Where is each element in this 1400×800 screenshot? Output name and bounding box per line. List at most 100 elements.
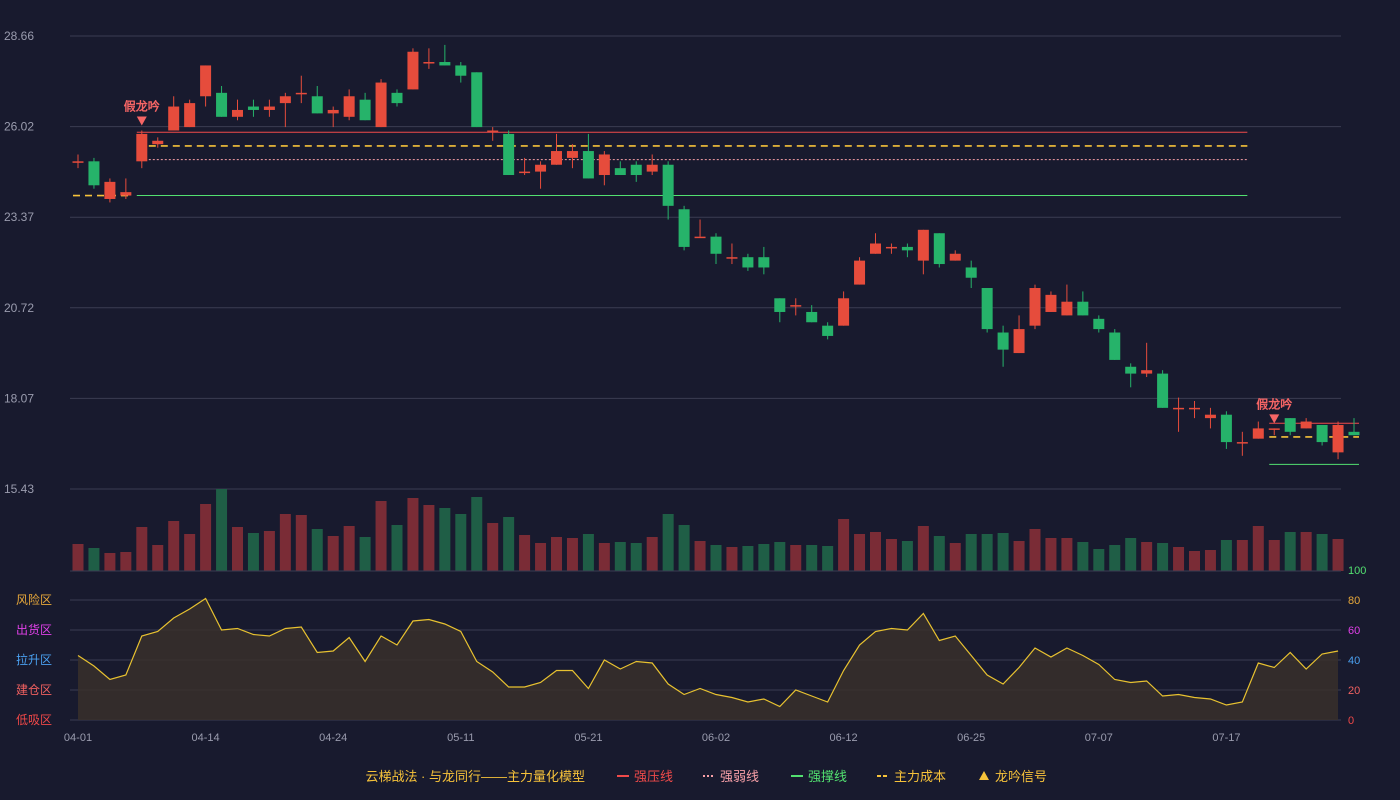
legend-signal-label: 龙吟信号 bbox=[995, 769, 1047, 784]
volume-bar bbox=[343, 526, 355, 571]
volume-bar bbox=[614, 542, 626, 571]
volume-bar bbox=[88, 548, 100, 571]
candle-body bbox=[263, 106, 275, 110]
candle-body bbox=[870, 243, 881, 254]
volume-bar bbox=[1029, 529, 1041, 571]
candle-body bbox=[1252, 428, 1264, 439]
candle-body bbox=[72, 161, 84, 163]
candle-body bbox=[1348, 431, 1360, 436]
candle-body bbox=[311, 96, 323, 114]
volume-bar bbox=[598, 543, 610, 571]
volume-bar bbox=[487, 523, 499, 571]
candle-body bbox=[1157, 373, 1169, 408]
volume-bar bbox=[870, 532, 881, 571]
candle-body bbox=[965, 267, 977, 278]
volume-bar bbox=[1189, 551, 1200, 571]
volume-bar bbox=[359, 537, 371, 571]
candle-body bbox=[1189, 407, 1200, 410]
volume-bar bbox=[535, 543, 547, 571]
candle-body bbox=[216, 92, 228, 117]
legend: 云梯战法 · 与龙同行——主力量化模型 强压线 强弱线 强撑线 主力成本 龙吟信号 bbox=[365, 769, 1047, 784]
oscillator-tick-label: 60 bbox=[1348, 625, 1360, 637]
x-tick-label: 04-24 bbox=[319, 732, 347, 744]
volume-bar bbox=[854, 534, 866, 571]
candle-body bbox=[104, 181, 116, 199]
candle-body bbox=[1332, 424, 1344, 453]
candle-body bbox=[981, 288, 993, 330]
price-tick-label: 28.66 bbox=[4, 29, 34, 43]
volume-bar bbox=[455, 514, 467, 571]
x-tick-label: 06-12 bbox=[830, 732, 858, 744]
candle-body bbox=[806, 311, 818, 323]
price-tick-label: 18.07 bbox=[4, 391, 34, 405]
volume-bar bbox=[566, 538, 578, 571]
candle-body bbox=[1141, 370, 1153, 374]
volume-bar bbox=[216, 489, 228, 571]
volume-bar bbox=[1093, 549, 1105, 571]
candle-body bbox=[1220, 414, 1232, 443]
volume-bar bbox=[279, 514, 291, 571]
volume-bar bbox=[1157, 543, 1169, 571]
x-tick-label: 07-17 bbox=[1212, 732, 1240, 744]
candle-body bbox=[1109, 332, 1121, 360]
volume-bar bbox=[136, 527, 148, 571]
volume-bar bbox=[263, 531, 275, 571]
x-tick-label: 05-21 bbox=[574, 732, 602, 744]
volume-bar bbox=[471, 497, 483, 571]
candle-body bbox=[1316, 424, 1328, 443]
volume-bar bbox=[1141, 542, 1153, 571]
signal-label: 假龙吟 bbox=[124, 99, 160, 114]
zone-label: 风险区 bbox=[16, 592, 52, 607]
candle-body bbox=[407, 51, 419, 90]
volume-bar bbox=[1125, 538, 1137, 571]
volume-bar bbox=[295, 515, 307, 571]
candle-body bbox=[152, 140, 164, 145]
candle-body bbox=[327, 109, 339, 114]
candle-body bbox=[933, 233, 945, 265]
candle-body bbox=[1284, 418, 1296, 432]
volume-bar bbox=[1173, 547, 1185, 571]
volume-bar bbox=[391, 525, 403, 571]
volume-bar bbox=[1332, 539, 1344, 571]
legend-cost-label: 主力成本 bbox=[894, 769, 946, 784]
volume-bar bbox=[790, 545, 802, 571]
x-tick-label: 04-14 bbox=[192, 732, 220, 744]
candle-body bbox=[247, 106, 259, 110]
candle-body bbox=[1013, 329, 1025, 354]
volume-bar bbox=[1300, 532, 1312, 571]
volume-bar bbox=[327, 536, 339, 571]
volume-bar bbox=[311, 529, 323, 571]
candle-body bbox=[1077, 301, 1089, 316]
candles-layer bbox=[72, 44, 1360, 460]
price-tick-label: 20.72 bbox=[4, 301, 34, 315]
signal-label: 假龙吟 bbox=[1256, 396, 1292, 411]
candle-body bbox=[487, 130, 499, 133]
candle-body bbox=[88, 161, 100, 186]
candle-body bbox=[726, 257, 738, 259]
volume-bar bbox=[1268, 540, 1280, 571]
volume-bar bbox=[997, 533, 1009, 571]
candle-body bbox=[503, 133, 515, 176]
volume-bar bbox=[439, 508, 451, 571]
volume-bar bbox=[1220, 540, 1232, 571]
zone-label: 出货区 bbox=[16, 622, 52, 637]
candle-body bbox=[375, 82, 387, 128]
candle-body bbox=[694, 236, 706, 239]
volume-bar bbox=[949, 543, 961, 571]
candle-body bbox=[1061, 301, 1073, 316]
candle-body bbox=[1204, 414, 1216, 419]
candle-body bbox=[439, 62, 451, 66]
candle-body bbox=[391, 92, 403, 104]
candle-body bbox=[1093, 318, 1105, 330]
oscillator-tick-label: 80 bbox=[1348, 595, 1360, 607]
volume-bar bbox=[742, 546, 754, 571]
zone-label: 建仓区 bbox=[16, 683, 52, 697]
candle-body bbox=[455, 65, 467, 76]
volume-bar bbox=[694, 541, 706, 571]
candle-body bbox=[790, 305, 802, 307]
legend-support-label: 强撑线 bbox=[808, 769, 847, 784]
volume-bar bbox=[375, 501, 387, 571]
volume-bar bbox=[120, 552, 132, 571]
candle-body bbox=[758, 257, 770, 268]
